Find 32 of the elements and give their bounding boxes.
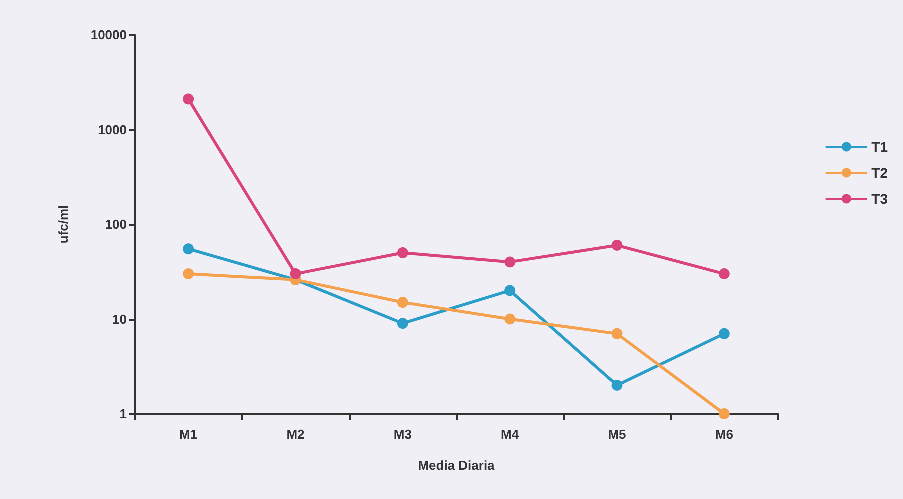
point xyxy=(612,328,623,340)
x-tick-label: M6 xyxy=(715,427,734,442)
x-tick-label: M4 xyxy=(501,427,520,442)
point xyxy=(504,314,516,325)
y-tick-label: 1000 xyxy=(98,122,127,138)
y-axis-title: ufc/ml xyxy=(56,205,71,244)
y-tick-label: 1 xyxy=(120,406,127,422)
legend-label: T1 xyxy=(872,139,888,155)
y-tick-label: 10000 xyxy=(90,28,127,42)
point xyxy=(718,408,730,420)
point xyxy=(290,268,302,280)
x-axis-title: Media Diaria xyxy=(418,458,496,473)
x-tick-label: M3 xyxy=(394,427,412,442)
point xyxy=(612,240,623,252)
point xyxy=(183,244,194,255)
point xyxy=(397,248,408,259)
point xyxy=(718,328,730,340)
point xyxy=(504,256,516,268)
point xyxy=(504,285,516,296)
point xyxy=(183,94,194,105)
point xyxy=(612,380,623,391)
legend-label: T3 xyxy=(872,191,888,207)
y-tick-label: 100 xyxy=(105,217,127,232)
y-tick-label: 10 xyxy=(112,312,127,327)
legend-label: T2 xyxy=(872,165,888,181)
point xyxy=(718,268,730,280)
point xyxy=(183,268,194,280)
x-tick-label: M1 xyxy=(180,427,198,442)
point xyxy=(397,297,408,308)
x-tick-label: M5 xyxy=(608,427,626,442)
point xyxy=(397,318,408,330)
x-tick-label: M2 xyxy=(286,427,305,442)
